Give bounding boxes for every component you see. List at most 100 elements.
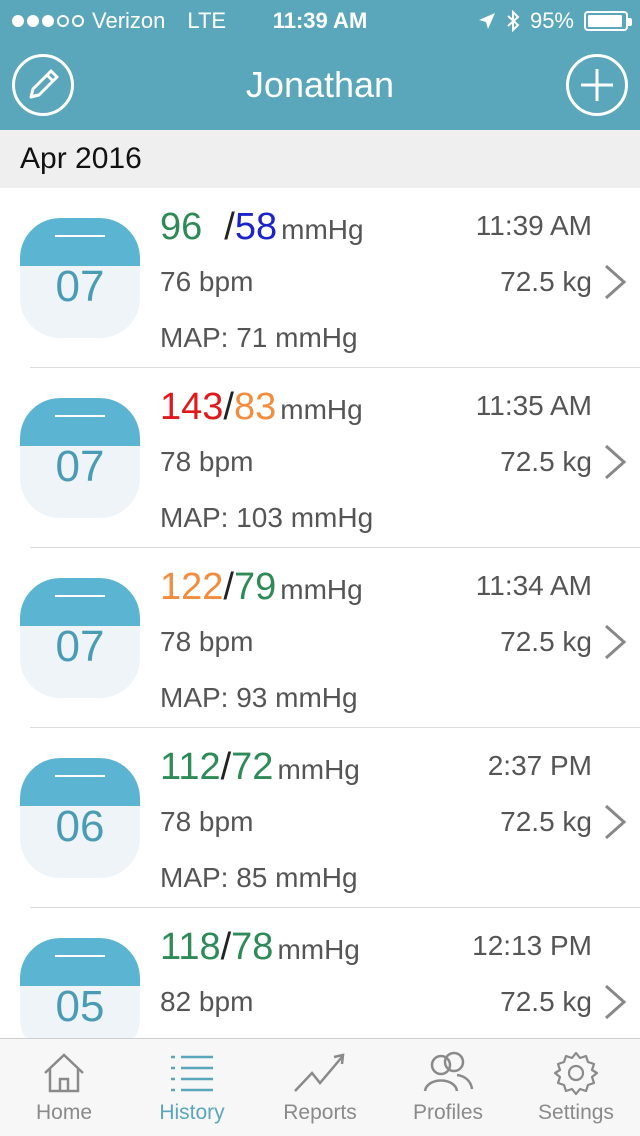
mean-arterial-pressure: MAP: 103 mmHg: [160, 502, 374, 533]
systolic-value: 118: [160, 926, 221, 968]
calendar-day-icon: 07: [20, 218, 140, 338]
month-label: Apr 2016: [20, 142, 142, 175]
pencil-icon: [29, 69, 59, 99]
systolic-value: 143: [160, 386, 224, 428]
status-right: 95%: [478, 8, 632, 34]
diastolic-value: 83: [233, 386, 277, 428]
tab-label: History: [159, 1101, 225, 1124]
reading-row[interactable]: 07 96 /58 mmHg 11:39 AM 76 bpm 72.5 kg MAP…: [0, 188, 640, 368]
blood-pressure: 96 /58 mmHg: [160, 206, 364, 249]
status-time: 11:39 AM: [272, 8, 368, 33]
day-number: 07: [55, 622, 105, 671]
day-number: 05: [55, 982, 105, 1031]
chevron-right-icon: [605, 984, 627, 1020]
reading-row[interactable]: 06 112/72 mmHg 2:37 PM 78 bpm 72.5 kg MAP…: [0, 728, 640, 908]
diastolic-value: 58: [234, 206, 278, 248]
reading-time: 11:34 AM: [475, 570, 592, 601]
chevron-right-icon: [605, 804, 627, 840]
systolic-value: 122: [160, 566, 224, 608]
heart-rate: 82 bpm: [160, 986, 254, 1017]
blood-pressure: 118/78 mmHg: [160, 926, 360, 969]
users-icon: [423, 1051, 474, 1092]
tab-label: Profiles: [412, 1101, 484, 1124]
edit-button[interactable]: [12, 54, 74, 116]
blood-pressure: 122/79 mmHg: [160, 566, 363, 609]
reading-row[interactable]: 07 122/79 mmHg 11:34 AM 78 bpm 72.5 kg MA…: [0, 548, 640, 728]
weight: 72.5 kg: [500, 446, 592, 477]
row-divider: [30, 907, 640, 908]
reading-time: 12:13 PM: [472, 930, 592, 961]
weight: 72.5 kg: [500, 266, 592, 297]
tab-profiles[interactable]: Profiles: [384, 1039, 512, 1136]
reading-time: 11:35 AM: [475, 390, 592, 421]
reading-time: 2:37 PM: [487, 750, 592, 781]
row-divider: [30, 367, 640, 368]
calendar-day-icon: 06: [20, 758, 140, 878]
chevron-right-icon: [605, 264, 627, 300]
gear-icon: [553, 1051, 599, 1096]
slash: /: [223, 566, 234, 608]
network-type: LTE: [187, 8, 227, 33]
tab-label: Home: [35, 1101, 93, 1124]
blood-pressure: 143/83 mmHg: [160, 386, 363, 429]
weight: 72.5 kg: [500, 626, 592, 657]
status-left: Verizon LTE: [12, 8, 226, 34]
location-arrow-icon: [478, 13, 495, 29]
plus-icon: [581, 69, 613, 101]
systolic-value: 112: [160, 746, 221, 788]
trend-chart-icon: [294, 1053, 345, 1092]
diastolic-value: 78: [231, 926, 274, 968]
mean-arterial-pressure: MAP: 71 mmHg: [160, 322, 358, 353]
blood-pressure: 112/72 mmHg: [160, 746, 360, 789]
battery-icon: [584, 11, 632, 31]
pressure-unit: mmHg: [277, 934, 360, 965]
header: Verizon LTE 11:39 AM 95% Jonathan: [0, 0, 640, 130]
pressure-unit: mmHg: [280, 394, 363, 425]
battery-percent: 95%: [529, 8, 574, 33]
tab-home[interactable]: Home: [0, 1039, 128, 1136]
weight: 72.5 kg: [500, 986, 592, 1017]
tab-reports[interactable]: Reports: [256, 1039, 384, 1136]
heart-rate: 78 bpm: [160, 446, 254, 477]
day-number: 07: [55, 262, 105, 311]
status-bar: Verizon LTE 11:39 AM 95%: [0, 0, 640, 40]
tab-settings[interactable]: Settings: [512, 1039, 640, 1136]
calendar-day-icon: 05: [20, 938, 140, 1038]
heart-rate: 78 bpm: [160, 806, 254, 837]
pressure-unit: mmHg: [280, 574, 363, 605]
tab-bar: Home History Reports: [0, 1038, 640, 1136]
bluetooth-icon: [507, 10, 520, 32]
reading-row[interactable]: 05 118/78 mmHg 12:13 PM 82 bpm 72.5 kg: [0, 908, 640, 1038]
day-number: 06: [55, 802, 105, 851]
diastolic-value: 79: [233, 566, 277, 608]
readings-list[interactable]: 07 96/58 mmHg 11:39 AM 76 bpm 72.5 kg MAP…: [0, 188, 640, 1038]
heart-rate: 78 bpm: [160, 626, 254, 657]
signal-strength-icon: [12, 15, 84, 27]
mean-arterial-pressure: MAP: 93 mmHg: [160, 682, 358, 713]
pressure-unit: mmHg: [281, 214, 364, 245]
list-icon: [171, 1055, 213, 1092]
slash: /: [223, 386, 234, 428]
chevron-right-icon: [605, 444, 627, 480]
section-header: Apr 2016: [0, 130, 640, 188]
home-icon: [44, 1053, 84, 1093]
reading-row[interactable]: 07 143/83 mmHg 11:35 AM 78 bpm 72.5 kg MA…: [0, 368, 640, 548]
reading-time: 11:39 AM: [475, 210, 592, 241]
tab-history[interactable]: History: [128, 1039, 256, 1136]
nav-bar: Jonathan: [0, 40, 640, 130]
tab-label: Settings: [538, 1101, 614, 1124]
row-divider: [30, 547, 640, 548]
row-divider: [30, 727, 640, 728]
pressure-unit: mmHg: [277, 754, 360, 785]
slash: /: [220, 926, 232, 968]
chevron-right-icon: [605, 624, 627, 660]
weight: 72.5 kg: [500, 806, 592, 837]
add-button[interactable]: [566, 54, 628, 116]
diastolic-value: 72: [231, 746, 274, 788]
mean-arterial-pressure: MAP: 85 mmHg: [160, 862, 358, 893]
systolic-value: 96: [160, 206, 203, 248]
slash: /: [224, 206, 235, 248]
tab-label: Reports: [283, 1101, 357, 1124]
slash: /: [220, 746, 232, 788]
calendar-day-icon: 07: [20, 578, 140, 698]
